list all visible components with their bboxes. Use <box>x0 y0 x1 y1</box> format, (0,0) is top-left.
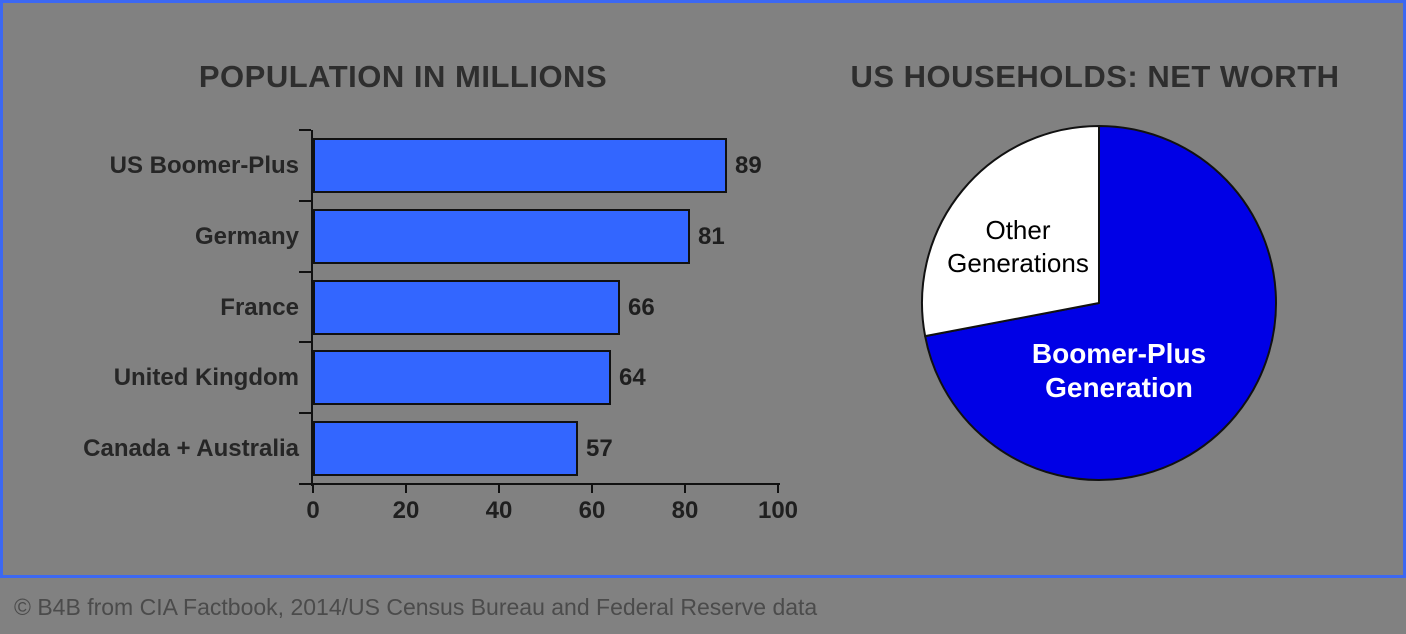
bar <box>313 279 620 335</box>
pie-slice-label-boomer-plus-generation: Boomer-Plus Generation <box>1031 338 1207 403</box>
x-axis-tick <box>684 485 686 493</box>
bar <box>313 350 611 406</box>
x-axis-tick-label: 60 <box>578 497 606 524</box>
bar <box>313 137 727 193</box>
x-axis-tick <box>312 485 314 493</box>
bar-value-label: 57 <box>586 435 613 463</box>
bar-chart-title: POPULATION IN MILLIONS <box>198 59 608 94</box>
y-axis-tick <box>299 129 311 131</box>
y-axis-tick <box>299 483 311 485</box>
bar-value-label: 64 <box>619 364 646 392</box>
x-axis-tick <box>777 485 779 493</box>
y-axis-tick <box>299 270 311 273</box>
x-axis-tick-label: 100 <box>757 497 799 524</box>
bar-value-label: 81 <box>698 222 725 250</box>
bar-category-label: US Boomer-Plus <box>109 151 299 179</box>
pie-slice-boomer-plus-generation <box>924 125 1277 481</box>
bar-category-label: Germany <box>194 222 299 250</box>
pie-chart-title: US HOUSEHOLDS: NET WORTH <box>850 59 1340 94</box>
chart-panel: POPULATION IN MILLIONS US HOUSEHOLDS: NE… <box>0 0 1406 578</box>
bar <box>313 208 690 264</box>
pie-slice-other-generations <box>921 125 1100 338</box>
pie-slice-label-other-generations: Other Generations <box>947 215 1089 278</box>
x-axis-tick <box>405 485 407 493</box>
x-axis-tick-label: 0 <box>306 497 320 524</box>
bar-value-label: 89 <box>735 151 762 179</box>
x-axis-line <box>311 483 780 485</box>
bar <box>313 421 578 477</box>
y-axis-tick <box>299 199 311 202</box>
x-axis-tick-label: 20 <box>392 497 420 524</box>
x-axis-tick <box>591 485 593 493</box>
bar-category-label: Canada + Australia <box>83 435 299 463</box>
credit-line: © B4B from CIA Factbook, 2014/US Census … <box>14 594 818 620</box>
x-axis-tick-label: 80 <box>671 497 699 524</box>
bar-category-label: United Kingdom <box>113 364 299 392</box>
y-axis-tick <box>299 341 311 344</box>
bar-category-label: France <box>220 293 299 321</box>
y-axis-line <box>311 130 313 486</box>
y-axis-tick <box>299 412 311 415</box>
x-axis-tick <box>498 485 500 493</box>
pie-chart <box>921 125 1277 481</box>
bar-value-label: 66 <box>628 293 655 321</box>
x-axis-tick-label: 40 <box>485 497 513 524</box>
